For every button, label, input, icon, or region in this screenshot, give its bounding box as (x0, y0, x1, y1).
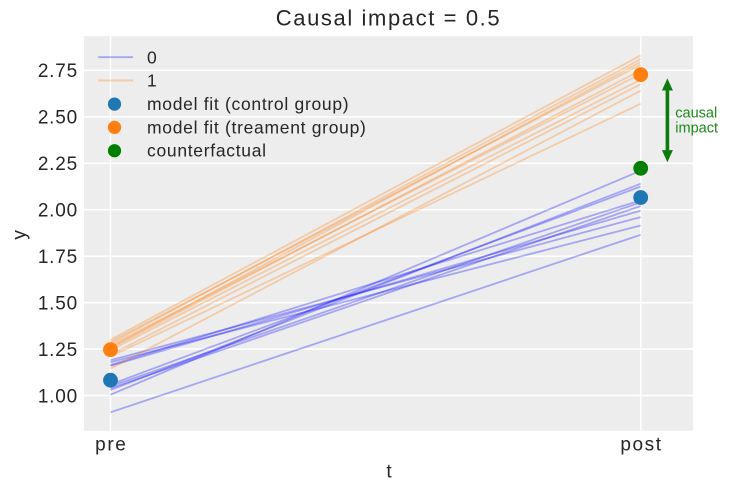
svg-text:post: post (620, 435, 662, 456)
svg-text:y: y (9, 230, 30, 240)
svg-text:1.50: 1.50 (38, 293, 78, 314)
svg-text:1.25: 1.25 (38, 340, 78, 361)
svg-text:2.50: 2.50 (38, 108, 78, 129)
svg-text:1.00: 1.00 (38, 386, 78, 407)
svg-text:pre: pre (95, 435, 127, 456)
svg-text:model fit (treament group): model fit (treament group) (147, 117, 367, 137)
svg-text:2.75: 2.75 (38, 61, 78, 82)
svg-text:Causal impact = 0.5: Causal impact = 0.5 (276, 6, 501, 31)
svg-text:impact: impact (675, 121, 718, 137)
svg-text:2.00: 2.00 (38, 200, 78, 221)
svg-text:1: 1 (147, 71, 157, 91)
svg-text:0: 0 (147, 47, 157, 67)
svg-text:counterfactual: counterfactual (147, 141, 267, 161)
svg-text:2.25: 2.25 (38, 154, 78, 175)
svg-text:causal: causal (675, 105, 717, 121)
svg-text:1.75: 1.75 (38, 247, 78, 268)
svg-text:t: t (386, 462, 392, 483)
svg-text:model fit (control group): model fit (control group) (147, 94, 349, 114)
